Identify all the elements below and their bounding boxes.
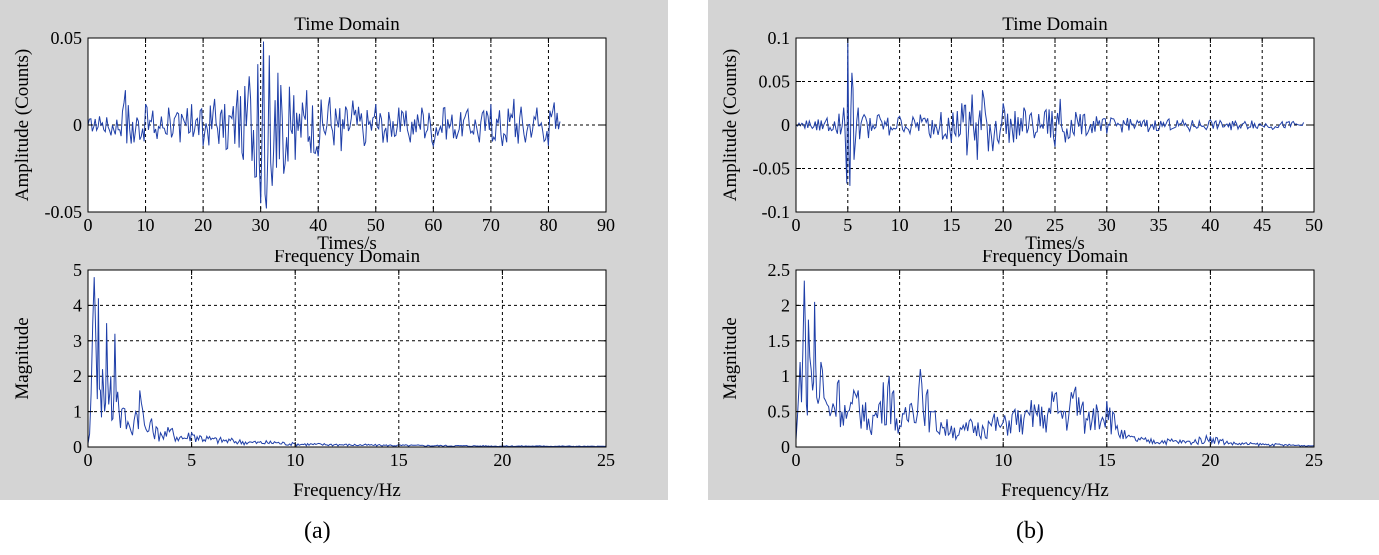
chart-b-time-domain: 0 5 10 15 20 25 30 35 40 45 50 -0.1 -0.05 0 0.05 0.1 Tim… [720,14,1323,250]
y-axis-label: Amplitude (Counts) [12,49,33,202]
chart-title: Time Domain [1002,14,1108,35]
y-tick-label: -0.05 [45,202,83,222]
plot-frame [795,269,1315,448]
x-tick-label: 0 [792,450,801,470]
y-tick-label: 5 [73,260,82,280]
x-tick-label: 60 [424,215,442,235]
x-tick-label: 25 [1046,215,1064,235]
x-tick-label: 15 [942,215,960,235]
figure-panel-b: 0 5 10 15 20 25 30 35 40 45 50 -0.1 -0.05 0 0.05 0.1 Tim… [708,0,1379,500]
x-tick-label: 15 [390,450,408,470]
y-tick-label: -0.1 [762,202,791,222]
y-axis-label: Amplitude (Counts) [720,49,741,202]
y-tick-label: -0.05 [753,159,791,179]
x-tick-label: 15 [1098,450,1116,470]
caption-a: (a) [304,518,331,544]
chart-title: Frequency Domain [982,250,1129,267]
y-tick-label: 0.05 [759,72,791,92]
x-tick-label: 50 [1305,215,1323,235]
y-tick-label: 0 [781,437,790,457]
y-tick-label: 0.1 [768,28,791,48]
y-tick-label: 3 [73,331,82,351]
y-tick-label: 2 [73,366,82,386]
x-tick-label: 5 [187,450,196,470]
x-tick-label: 70 [482,215,500,235]
x-tick-label: 5 [843,215,852,235]
x-tick-label: 35 [1150,215,1168,235]
x-tick-label: 25 [597,450,615,470]
chart-title: Frequency Domain [274,250,421,267]
x-tick-label: 10 [891,215,909,235]
x-tick-label: 10 [994,450,1012,470]
x-tick-label: 80 [539,215,557,235]
x-tick-label: 50 [367,215,385,235]
figure-panel-a: 0 10 20 30 40 50 60 70 80 90 -0.05 0 0.05 Time Domain… [0,0,668,500]
y-tick-label: 0.05 [51,28,83,48]
y-tick-label: 2.5 [768,260,791,280]
x-axis-label: Times/s [1025,233,1085,250]
x-tick-label: 20 [1201,450,1219,470]
x-axis-label: Times/s [317,233,377,250]
series-line [795,280,1315,447]
y-tick-label: 1.5 [768,331,791,351]
caption-b: (b) [1016,518,1044,544]
x-tick-label: 0 [792,215,801,235]
y-axis-label: Magnitude [720,317,741,399]
x-tick-label: 10 [137,215,155,235]
y-tick-label: 4 [73,295,82,315]
plot-frame [87,269,607,448]
y-tick-label: 0 [781,115,790,135]
x-tick-label: 5 [895,450,904,470]
chart-title: Time Domain [294,14,400,35]
plot-area [88,270,606,447]
x-tick-label: 0 [84,215,93,235]
y-axis-label: Magnitude [12,317,33,399]
y-tick-label: 0 [73,115,82,135]
x-tick-label: 40 [309,215,327,235]
series-line [795,37,1305,186]
x-axis-label: Frequency/Hz [1001,480,1109,500]
x-tick-label: 20 [194,215,212,235]
plot-area [796,270,1314,447]
y-tick-label: 1 [73,402,82,422]
y-tick-label: 0.5 [768,402,791,422]
x-tick-label: 10 [286,450,304,470]
x-tick-label: 0 [84,450,93,470]
x-tick-label: 20 [493,450,511,470]
y-tick-label: 1 [781,366,790,386]
x-tick-label: 45 [1253,215,1271,235]
series-line [87,41,561,209]
series-line [87,277,607,448]
x-tick-label: 25 [1305,450,1323,470]
y-tick-label: 0 [73,437,82,457]
x-tick-label: 20 [994,215,1012,235]
chart-b-frequency-domain: 0 5 10 15 20 25 0 0.5 1 1.5 2 2.5 Frequency Domain Fr… [720,250,1323,500]
x-tick-label: 90 [597,215,615,235]
y-tick-label: 2 [781,295,790,315]
x-tick-label: 30 [1098,215,1116,235]
chart-a-frequency-domain: 0 5 10 15 20 25 0 1 2 3 4 5 Frequency Domain Frequenc… [12,250,615,500]
x-axis-label: Frequency/Hz [293,480,401,500]
x-tick-label: 30 [252,215,270,235]
x-tick-label: 40 [1201,215,1219,235]
